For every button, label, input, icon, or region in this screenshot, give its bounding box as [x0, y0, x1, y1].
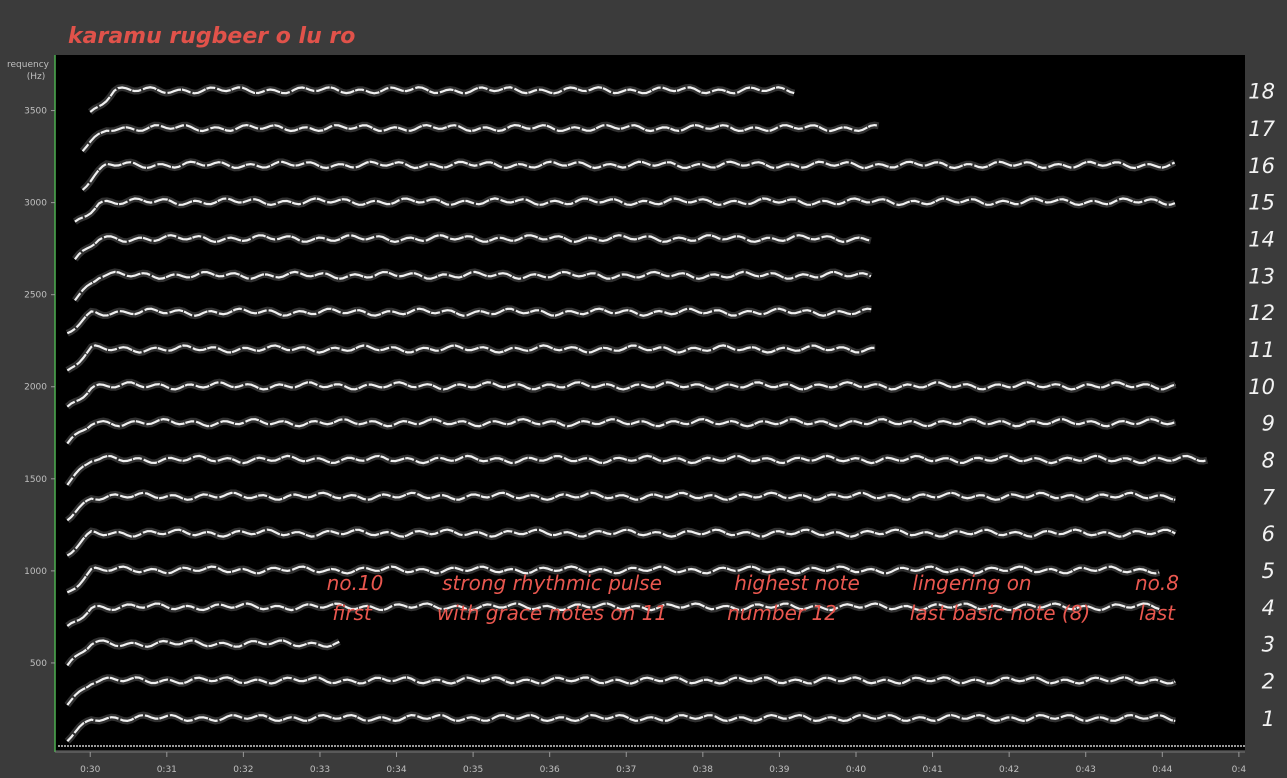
- harmonic-label: 8: [1262, 448, 1275, 472]
- y-tick-label: 500: [30, 659, 47, 669]
- annotation: last basic note (8): [910, 601, 1090, 625]
- harmonic-label: 5: [1262, 559, 1275, 583]
- y-tick-label: 1500: [24, 475, 47, 485]
- y-tick-label: 3500: [24, 107, 47, 117]
- annotation: with grace notes on 11: [437, 601, 667, 625]
- harmonic-label: 17: [1248, 117, 1275, 141]
- harmonic-label: 4: [1262, 596, 1275, 620]
- y-tick-label: 2000: [24, 383, 47, 393]
- harmonic-label: 18: [1248, 79, 1275, 103]
- annotation: no.10: [327, 571, 384, 595]
- x-tick-label: 0:44: [1152, 765, 1172, 775]
- harmonic-label: 16: [1248, 154, 1275, 178]
- x-tick-label: 0:38: [693, 765, 713, 775]
- x-tick-label: 0:35: [463, 765, 483, 775]
- y-axis-label: (Hz): [27, 72, 46, 82]
- annotation: first: [332, 601, 373, 625]
- harmonic-label: 9: [1262, 412, 1275, 436]
- x-tick-label: 0:41: [922, 765, 942, 775]
- x-tick-label: 0:43: [1076, 765, 1096, 775]
- harmonic-label: 12: [1248, 301, 1275, 325]
- harmonic-label: 2: [1262, 669, 1275, 693]
- harmonic-label: 10: [1248, 375, 1275, 399]
- x-tick-label: 0:36: [540, 765, 560, 775]
- annotation: strong rhythmic pulse: [442, 571, 662, 595]
- harmonic-label: 14: [1248, 228, 1275, 252]
- y-tick-label: 1000: [24, 567, 47, 577]
- x-tick-label: 0:30: [80, 765, 100, 775]
- harmonic-label: 7: [1262, 485, 1276, 509]
- x-tick-label: 0:39: [769, 765, 789, 775]
- harmonic-label: 6: [1262, 522, 1275, 546]
- annotation: lingering on: [912, 571, 1031, 595]
- harmonic-label: 3: [1262, 633, 1275, 657]
- harmonic-label: 11: [1248, 338, 1275, 362]
- x-tick-label: 0:34: [386, 765, 406, 775]
- y-tick-label: 3000: [24, 199, 47, 209]
- harmonic-label: 13: [1248, 264, 1275, 288]
- x-tick-label: 0:40: [846, 765, 866, 775]
- annotation: last: [1139, 601, 1176, 625]
- y-tick-label: 2500: [24, 291, 47, 301]
- y-axis-label: requency: [7, 60, 50, 70]
- annotation: no.8: [1135, 571, 1179, 595]
- harmonic-label: 15: [1248, 191, 1275, 215]
- spectrogram-chart: karamu rugbeer o lu ro requency (Hz) 500…: [0, 0, 1287, 778]
- annotation: number 12: [727, 601, 837, 625]
- x-tick-label: 0:42: [999, 765, 1019, 775]
- x-tick-label: 0:4: [1232, 765, 1247, 775]
- harmonic-label: 1: [1262, 707, 1275, 731]
- annotation: highest note: [734, 571, 860, 595]
- chart-title: karamu rugbeer o lu ro: [68, 24, 355, 49]
- x-tick-label: 0:31: [157, 765, 177, 775]
- x-tick-label: 0:32: [233, 765, 253, 775]
- x-tick-label: 0:33: [310, 765, 330, 775]
- x-tick-label: 0:37: [616, 765, 636, 775]
